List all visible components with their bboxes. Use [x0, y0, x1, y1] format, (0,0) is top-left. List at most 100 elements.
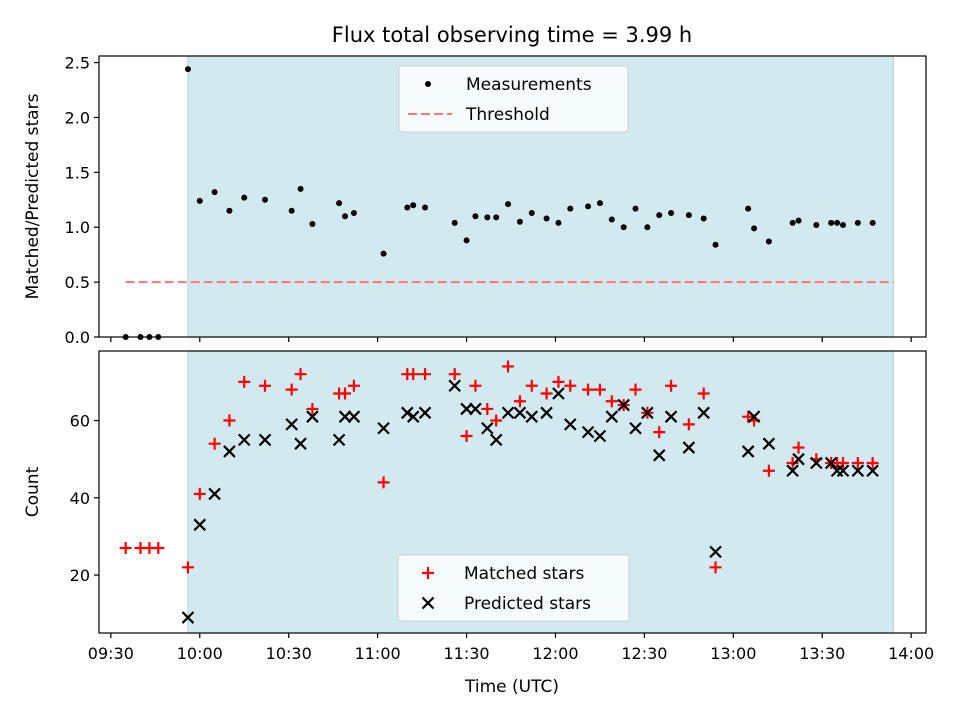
- measurement-point: [309, 220, 316, 227]
- y-axis-label: Count: [23, 466, 43, 517]
- y-tick-label: 60: [70, 412, 90, 431]
- x-tick-label: 12:30: [621, 644, 667, 663]
- legend-measurements-marker: [425, 81, 431, 87]
- matched-star-point: [481, 402, 494, 415]
- matched-star-point: [377, 476, 390, 489]
- predicted-star-point: [406, 410, 420, 423]
- x-tick-label: 14:00: [888, 644, 934, 663]
- measurement-point: [834, 219, 841, 226]
- matched-star-point: [564, 379, 577, 392]
- measurement-point: [789, 219, 796, 226]
- predicted-star-point: [641, 406, 654, 420]
- measurement-point: [555, 219, 562, 226]
- y-axis-label: Matched/Predicted stars: [23, 93, 43, 299]
- measurement-point: [745, 205, 752, 212]
- legend-measurements-label: Measurements: [466, 75, 592, 95]
- predicted-star-point: [418, 406, 432, 420]
- matched-star-point: [582, 383, 595, 396]
- measurement-point: [288, 207, 295, 214]
- matched-star-point: [502, 360, 515, 373]
- measurement-point: [644, 224, 651, 231]
- measurement-point: [700, 215, 707, 222]
- predicted-star-point: [489, 433, 503, 447]
- measurement-point: [543, 215, 550, 222]
- predicted-star-point: [792, 452, 805, 466]
- measurement-point: [211, 189, 218, 196]
- measurement-point: [840, 222, 847, 229]
- matched-star-point: [294, 368, 307, 381]
- measurement-point: [505, 201, 512, 208]
- predicted-star-point: [762, 437, 776, 450]
- predicted-star-point: [469, 402, 482, 416]
- predicted-star-point: [836, 464, 850, 478]
- y-tick-label: 20: [70, 566, 90, 585]
- predicted-star-point: [866, 464, 879, 478]
- measurement-point: [463, 237, 470, 244]
- predicted-star-point: [400, 406, 414, 420]
- measurement-point: [656, 212, 663, 219]
- predicted-star-point: [460, 402, 473, 416]
- predicted-star-point: [786, 464, 799, 478]
- matched-star-point: [866, 457, 879, 470]
- predicted-star-point: [652, 449, 666, 462]
- measurement-point: [813, 222, 820, 229]
- matched-star-point: [665, 379, 678, 392]
- matched-star-point: [629, 383, 642, 396]
- measurement-point: [297, 185, 304, 192]
- y-tick-label: 0.0: [65, 328, 90, 347]
- x-tick-label: 13:00: [710, 644, 756, 663]
- predicted-star-point: [208, 487, 221, 501]
- measurement-point: [484, 214, 491, 221]
- legend-matched-marker: [422, 567, 434, 579]
- predicted-star-point: [377, 421, 390, 435]
- matched-star-point: [339, 387, 352, 400]
- measurement-point: [828, 219, 835, 226]
- measurement-point: [410, 202, 417, 209]
- predicted-star-point: [851, 464, 865, 478]
- matched-star-point: [709, 561, 722, 574]
- measurement-point: [196, 197, 203, 204]
- predicted-star-point: [617, 398, 630, 412]
- measurement-point: [528, 209, 535, 216]
- legend-predicted-label: Predicted stars: [464, 594, 591, 614]
- x-tick-label: 13:30: [799, 644, 845, 663]
- predicted-star-point: [629, 421, 642, 435]
- matched-star-point: [490, 414, 503, 427]
- matched-star-point: [347, 379, 360, 392]
- predicted-star-point: [709, 545, 722, 559]
- predicted-star-point: [332, 433, 346, 447]
- predicted-star-point: [306, 410, 319, 423]
- predicted-star-point: [824, 456, 838, 470]
- matched-star-point: [306, 402, 319, 415]
- measurement-point: [350, 209, 357, 216]
- measurement-point: [854, 219, 861, 226]
- legend-matched-label: Matched stars: [464, 564, 584, 584]
- legend-predicted-marker: [421, 596, 435, 610]
- matched-star-point: [786, 457, 799, 470]
- predicted-star-point: [258, 433, 272, 447]
- count-panel: 20 40 60 Count 09:30 10:00 10:30 11:00 11:30 12:0…: [23, 350, 934, 663]
- y-tick-label: 2.0: [65, 108, 90, 127]
- predicted-star-point: [552, 387, 565, 400]
- measurement-point: [451, 219, 458, 226]
- matched-star-point: [837, 457, 850, 470]
- matched-star-point: [448, 368, 461, 381]
- matched-star-point: [193, 487, 206, 500]
- matched-star-point: [593, 383, 606, 396]
- matched-star-point: [540, 387, 553, 400]
- legend-top: Measurements Threshold: [398, 65, 629, 133]
- ratio-panel: 0.0 0.5 1.0 1.5 2.0 2.5 Matched/Predicted star…: [23, 54, 927, 347]
- predicted-star-point: [540, 406, 553, 420]
- matched-star-point: [682, 418, 695, 431]
- matched-star-point: [460, 429, 473, 442]
- measurement-point: [567, 205, 574, 212]
- matched-star-point: [653, 426, 666, 439]
- legend-box: [397, 554, 630, 622]
- matched-star-point: [407, 368, 420, 381]
- measurement-point: [765, 238, 772, 245]
- measurement-point: [685, 212, 692, 219]
- measurement-point: [342, 213, 349, 220]
- predicted-star-point: [747, 410, 761, 423]
- legend-box: [398, 65, 629, 133]
